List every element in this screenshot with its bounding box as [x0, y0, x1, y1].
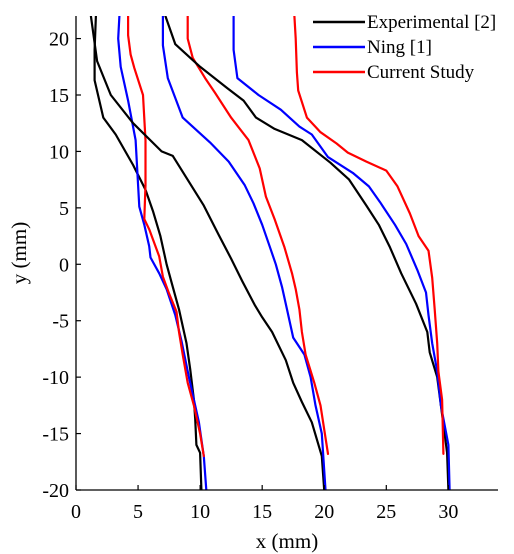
y-tick-label: -15: [42, 424, 69, 446]
legend: Experimental [2] Ning [1] Current Study: [313, 12, 496, 83]
series-line-5: [186, 16, 330, 455]
legend-label-1: Ning [1]: [367, 37, 432, 58]
x-axis-ticks: 0 5 10 15 20 25 30: [71, 485, 458, 523]
x-tick-label: 30: [438, 501, 458, 523]
y-tick-label: 0: [59, 254, 69, 276]
series-line-2: [127, 16, 205, 458]
y-tick-label: -20: [42, 480, 69, 502]
series-line-4: [161, 16, 327, 490]
y-tick-label: 10: [49, 141, 69, 163]
y-tick-label: -10: [42, 367, 69, 389]
series-line-7: [232, 16, 451, 490]
series-line-3: [89, 16, 326, 490]
series-line-1: [117, 16, 208, 490]
series-line-0: [93, 16, 203, 490]
y-axis-ticks: -20 -15 -10 -5 0 5 10 15 20: [42, 29, 81, 502]
x-tick-label: 0: [71, 501, 81, 523]
x-axis-label: x (mm): [256, 529, 318, 553]
series-line-8: [293, 16, 445, 455]
y-tick-label: -5: [52, 311, 69, 333]
y-axis-label: y (mm): [7, 222, 31, 284]
x-tick-label: 5: [133, 501, 143, 523]
series-line-6: [164, 16, 450, 490]
legend-label-2: Current Study: [367, 62, 475, 83]
series-layer: [89, 16, 451, 490]
legend-label-0: Experimental [2]: [367, 12, 496, 33]
x-tick-label: 15: [252, 501, 272, 523]
y-tick-label: 15: [49, 85, 69, 107]
x-tick-label: 25: [376, 501, 396, 523]
y-tick-label: 5: [59, 198, 69, 220]
y-tick-label: 20: [49, 29, 69, 51]
x-tick-label: 20: [314, 501, 334, 523]
x-tick-label: 10: [190, 501, 210, 523]
